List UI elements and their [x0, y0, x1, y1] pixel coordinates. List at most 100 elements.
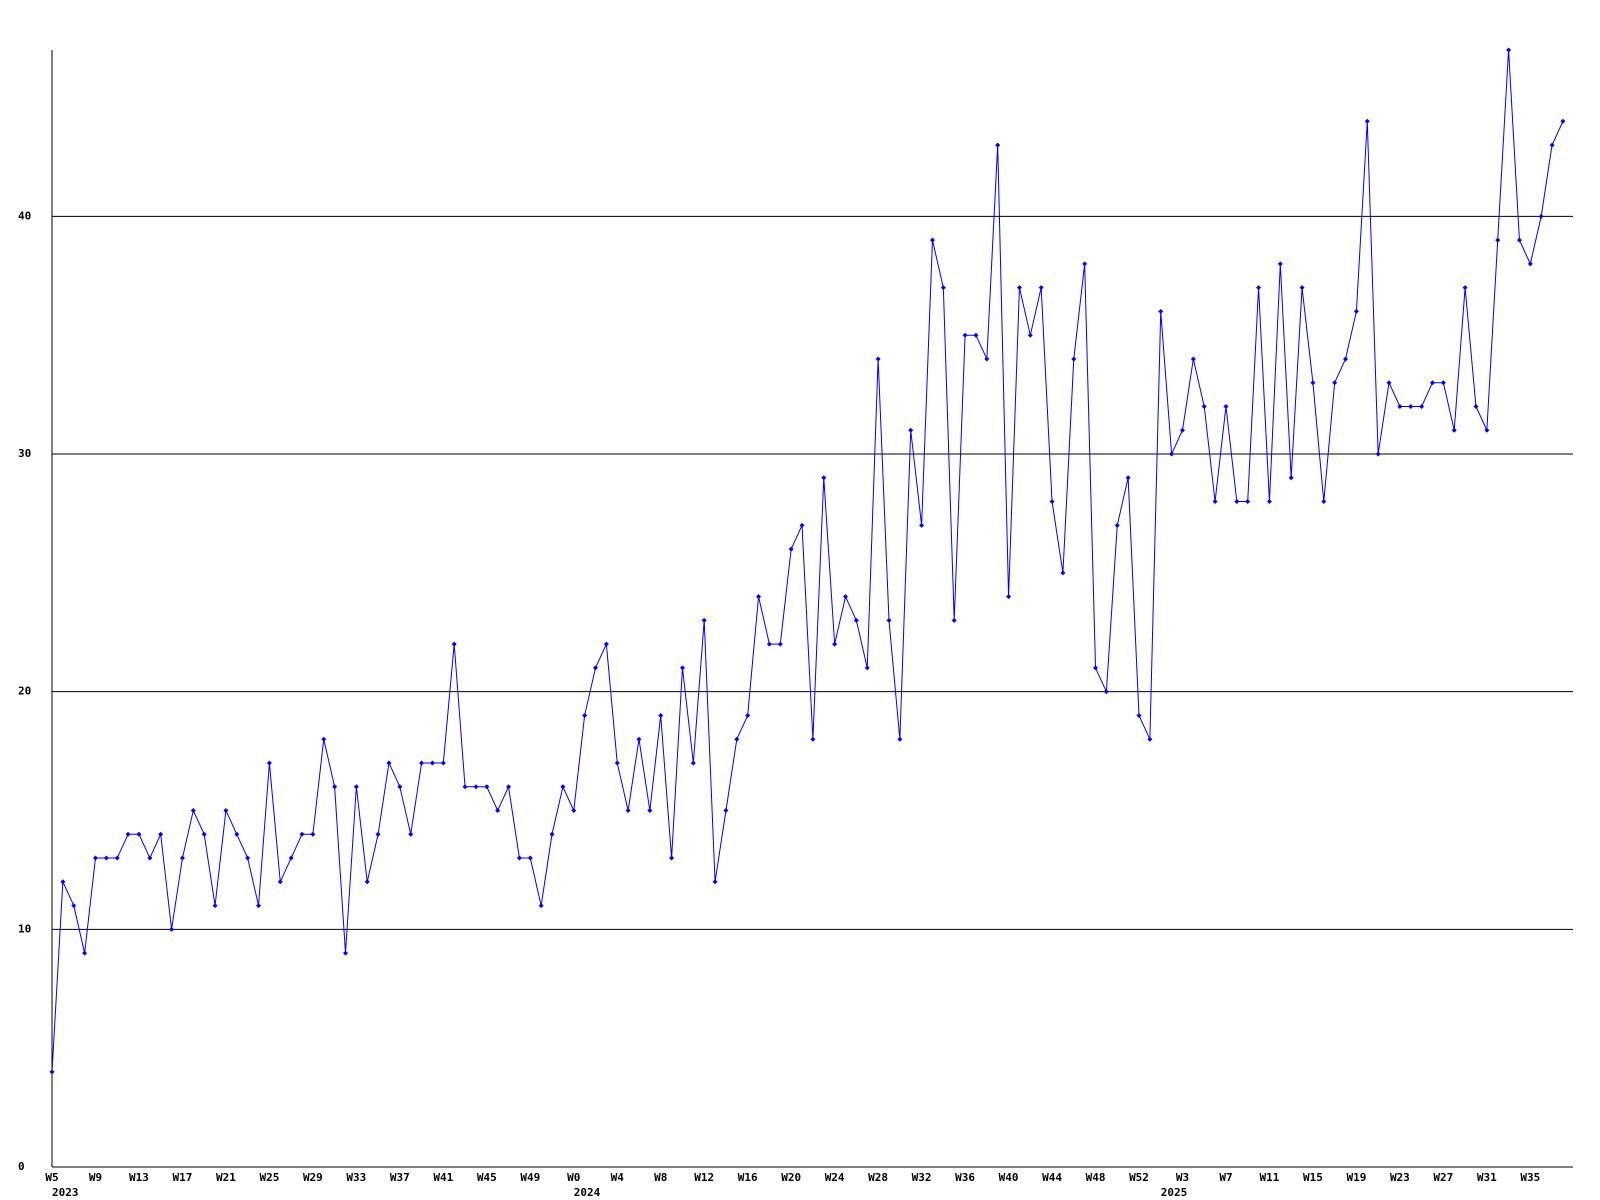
- data-point: [462, 784, 468, 790]
- y-tick-label: 0: [18, 1160, 25, 1173]
- data-point: [1386, 380, 1392, 386]
- x-tick-label: W27: [1433, 1171, 1453, 1184]
- data-point: [1560, 118, 1566, 124]
- data-point: [875, 356, 881, 362]
- x-tick-label: W41: [433, 1171, 453, 1184]
- data-point: [1343, 356, 1349, 362]
- data-point: [1049, 499, 1055, 505]
- data-point: [1114, 522, 1120, 528]
- data-point: [669, 855, 675, 861]
- data-point: [451, 641, 457, 647]
- x-tick-label: W13: [129, 1171, 149, 1184]
- data-point: [1484, 427, 1490, 433]
- data-point: [756, 594, 762, 600]
- data-point: [690, 760, 696, 766]
- data-point: [995, 142, 1001, 148]
- data-point: [679, 665, 685, 671]
- data-point: [1299, 285, 1305, 291]
- data-point: [1277, 261, 1283, 267]
- data-point: [593, 665, 598, 671]
- data-point: [71, 903, 77, 909]
- data-point: [516, 855, 522, 861]
- data-point: [114, 855, 120, 861]
- data-point: [1038, 285, 1044, 291]
- data-point: [897, 736, 903, 742]
- x-tick-label: W36: [955, 1171, 975, 1184]
- data-point: [190, 808, 196, 814]
- data-point: [1266, 499, 1272, 505]
- data-point: [1125, 475, 1131, 481]
- data-point: [169, 926, 175, 932]
- data-point: [1397, 403, 1403, 409]
- x-tick-label: W21: [216, 1171, 236, 1184]
- data-point: [473, 784, 479, 790]
- x-tick-label: W44: [1042, 1171, 1062, 1184]
- data-point: [777, 641, 783, 647]
- x-tick-label: W37: [390, 1171, 410, 1184]
- data-point: [799, 522, 805, 528]
- data-point: [549, 831, 555, 837]
- x-tick-label: W52: [1129, 1171, 1149, 1184]
- x-year-label: 2023: [52, 1186, 79, 1199]
- y-tick-label: 10: [18, 922, 31, 935]
- data-point: [1321, 499, 1327, 505]
- data-point: [788, 546, 794, 552]
- data-point: [603, 641, 609, 647]
- x-tick-label: W28: [868, 1171, 888, 1184]
- x-tick-label: W8: [654, 1171, 667, 1184]
- data-point: [277, 879, 283, 885]
- data-point: [1353, 308, 1359, 314]
- data-point: [1179, 427, 1185, 433]
- data-point: [864, 665, 870, 671]
- y-tick-label: 20: [18, 685, 31, 698]
- data-point: [1332, 380, 1338, 386]
- x-year-label: 2024: [574, 1186, 601, 1199]
- data-point: [560, 784, 566, 790]
- data-point: [582, 712, 588, 718]
- data-point: [1506, 47, 1512, 53]
- data-point: [571, 808, 577, 814]
- data-point: [1440, 380, 1446, 386]
- data-point: [1212, 499, 1218, 505]
- data-point: [1462, 285, 1468, 291]
- data-point: [1408, 403, 1414, 409]
- data-point: [821, 475, 827, 481]
- x-tick-label: W17: [173, 1171, 193, 1184]
- data-point: [1451, 427, 1457, 433]
- data-point: [1071, 356, 1077, 362]
- x-tick-label: W19: [1346, 1171, 1366, 1184]
- data-point: [1288, 475, 1294, 481]
- data-point: [951, 617, 957, 623]
- data-point: [158, 831, 164, 837]
- data-point: [984, 356, 990, 362]
- data-point: [1495, 237, 1501, 243]
- x-tick-label: W35: [1520, 1171, 1540, 1184]
- data-point: [723, 808, 729, 814]
- data-point: [408, 831, 414, 837]
- data-point: [766, 641, 772, 647]
- data-point: [506, 784, 512, 790]
- data-point: [310, 831, 316, 837]
- x-tick-label: W45: [477, 1171, 497, 1184]
- x-tick-label: W5: [45, 1171, 58, 1184]
- data-point: [1234, 499, 1240, 505]
- data-point: [223, 808, 229, 814]
- x-tick-label: W16: [738, 1171, 758, 1184]
- x-tick-label: W32: [912, 1171, 932, 1184]
- data-point: [1169, 451, 1175, 457]
- data-point: [1093, 665, 1099, 671]
- x-tick-label: W11: [1260, 1171, 1280, 1184]
- data-point: [484, 784, 490, 790]
- data-point: [342, 950, 348, 956]
- data-point: [266, 760, 272, 766]
- data-point: [1060, 570, 1066, 576]
- data-point: [92, 855, 98, 861]
- data-point: [1473, 403, 1479, 409]
- x-tick-label: W12: [694, 1171, 714, 1184]
- data-point: [386, 760, 392, 766]
- data-point: [962, 332, 968, 338]
- x-tick-label: W29: [303, 1171, 323, 1184]
- data-point: [1429, 380, 1435, 386]
- data-point: [1006, 594, 1012, 600]
